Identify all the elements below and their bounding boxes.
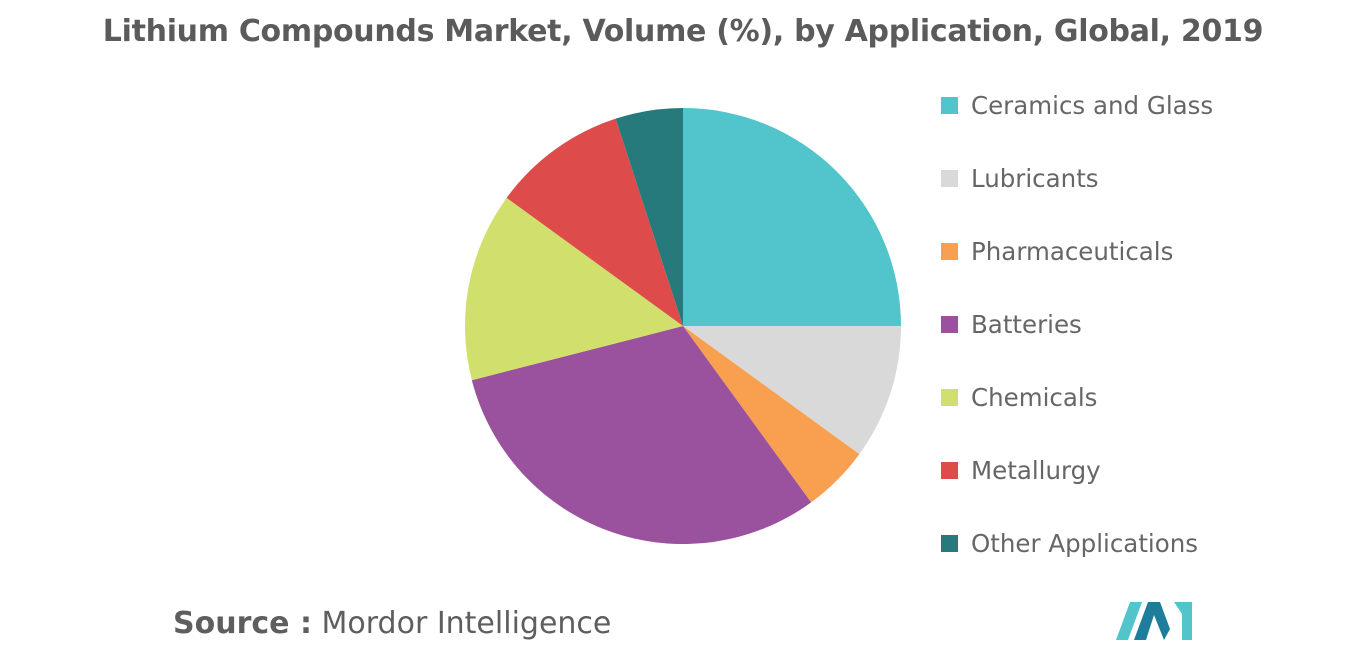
legend-label: Lubricants	[971, 163, 1099, 193]
mordor-intelligence-logo	[1116, 602, 1192, 640]
pie-slice-ceramics-and-glass	[683, 108, 901, 326]
legend-label: Pharmaceuticals	[971, 236, 1174, 266]
legend-label: Chemicals	[971, 382, 1098, 412]
legend-item-chemicals: Chemicals	[941, 382, 1097, 412]
legend-item-metallurgy: Metallurgy	[941, 455, 1101, 485]
chart-title: Lithium Compounds Market, Volume (%), by…	[102, 14, 1264, 49]
logo-right-shape	[1174, 602, 1192, 640]
pie-slice-chemicals	[465, 197, 683, 381]
legend-item-batteries: Batteries	[941, 309, 1082, 339]
logo-middle-shape	[1134, 602, 1170, 640]
legend-label: Ceramics and Glass	[971, 90, 1214, 120]
legend-swatch	[941, 388, 958, 406]
pie-slices	[465, 108, 901, 545]
source-line: Source : Mordor Intelligence	[173, 606, 611, 641]
legend-label: Metallurgy	[971, 455, 1101, 485]
legend-swatch	[941, 169, 958, 187]
pie-slice-pharmaceuticals	[683, 326, 860, 503]
pie-slice-lubricants	[683, 326, 901, 455]
legend-item-lubricants: Lubricants	[941, 163, 1099, 193]
legend-swatch	[941, 315, 958, 333]
logo-left-shape	[1116, 602, 1142, 640]
legend-item-other-applications: Other Applications	[941, 528, 1198, 558]
legend-item-ceramics-and-glass: Ceramics and Glass	[941, 90, 1213, 120]
pie-slice-other-applications	[615, 108, 683, 326]
legend-item-pharmaceuticals: Pharmaceuticals	[941, 236, 1173, 266]
pie-slice-metallurgy	[506, 118, 683, 326]
pie-slice-batteries	[471, 326, 812, 545]
legend-label: Other Applications	[971, 528, 1199, 558]
legend-swatch	[941, 461, 958, 479]
legend-swatch	[941, 534, 958, 552]
source-name: Mordor Intelligence	[321, 606, 612, 641]
legend-swatch	[941, 242, 958, 260]
source-prefix: Source :	[173, 606, 312, 641]
legend-label: Batteries	[971, 309, 1082, 339]
legend-swatch	[941, 96, 958, 114]
